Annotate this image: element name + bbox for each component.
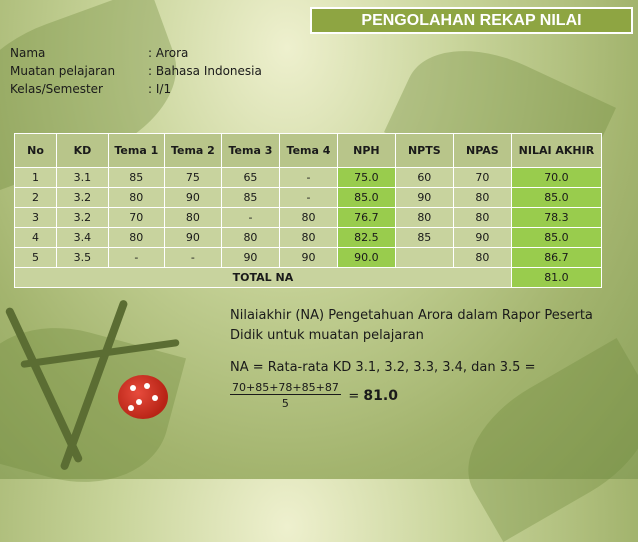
table-cell: 80 [452, 207, 512, 228]
table-cell: 80 [220, 227, 280, 248]
equals-sign: = [348, 388, 360, 404]
table-cell: 70 [107, 207, 165, 228]
table-cell: 78.3 [510, 207, 603, 228]
info-value: : I/1 [148, 82, 172, 96]
table-cell: - [278, 167, 338, 188]
table-cell: 85.0 [510, 227, 603, 248]
table-cell: 80 [107, 187, 165, 208]
table-cell: - [220, 207, 280, 228]
table-cell: 2 [13, 187, 58, 208]
total-value: 81.0 [510, 267, 603, 288]
header-kd: KD [56, 133, 109, 168]
table-cell: 90 [220, 247, 280, 268]
note-text: Nilaiakhir (NA) Pengetahuan Arora dalam … [230, 306, 610, 378]
grade-table: No KD Tema 1 Tema 2 Tema 3 Tema 4 NPH NP… [13, 133, 603, 288]
table-cell: 3.5 [56, 247, 109, 268]
table-cell: 3.2 [56, 207, 109, 228]
table-cell: 76.7 [336, 207, 396, 228]
table-cell: 70 [452, 167, 512, 188]
table-cell: 85.0 [510, 187, 603, 208]
table-cell: - [163, 247, 222, 268]
header-tema2: Tema 2 [163, 133, 222, 168]
table-cell: 80 [278, 227, 338, 248]
total-row: TOTAL NA 81.0 [14, 267, 603, 288]
info-label: Nama [10, 46, 46, 60]
table-cell [394, 247, 454, 268]
fraction-denominator: 5 [281, 397, 289, 410]
student-info: Nama : Arora Muatan pelajaran : Bahasa Ind… [10, 44, 262, 98]
result-value: 81.0 [363, 387, 398, 404]
table-cell: 80 [278, 207, 338, 228]
info-row-subject: Muatan pelajaran : Bahasa Indonesia [10, 62, 262, 80]
table-cell: 75.0 [336, 167, 396, 188]
table-row: 1 3.1 85 75 65-75.0 60 70 70.0 [13, 167, 603, 188]
page-title: PENGOLAHAN REKAP NILAI [310, 7, 633, 34]
note-line: Nilaiakhir (NA) Pengetahuan Arora dalam … [230, 308, 593, 323]
table-cell: 80 [452, 187, 512, 208]
table-cell: 86.7 [510, 247, 603, 268]
header-tema4: Tema 4 [278, 133, 338, 168]
fraction-numerator: 70+85+78+85+87 [230, 381, 341, 395]
info-value: : Arora [148, 46, 189, 60]
header-tema3: Tema 3 [220, 133, 280, 168]
table-cell: 90 [394, 187, 454, 208]
table-cell: 4 [13, 227, 58, 248]
table-cell: 85 [394, 227, 454, 248]
table-cell: 80 [394, 207, 454, 228]
ladybug-image [118, 375, 168, 419]
table-cell: 85.0 [336, 187, 396, 208]
header-npas: NPAS [452, 133, 512, 168]
table-header-row: No KD Tema 1 Tema 2 Tema 3 Tema 4 NPH NP… [13, 133, 603, 168]
table-cell: - [278, 187, 338, 208]
info-row-name: Nama : Arora [10, 44, 262, 62]
table-cell: 3 [13, 207, 58, 228]
info-row-class: Kelas/Semester : I/1 [10, 80, 262, 98]
table-row: 2 3.2 80 90 85-85.0 90 80 85.0 [13, 187, 603, 208]
table-row: 4 3.4 80 90 80 80 82.5 85 90 85.0 [13, 227, 603, 248]
table-cell: 60 [394, 167, 454, 188]
formula-result: = 81.0 [348, 388, 398, 404]
table-cell: 70.0 [510, 167, 603, 188]
table-cell: 90 [278, 247, 338, 268]
header-nph: NPH [336, 133, 396, 168]
table-cell: 65 [220, 167, 280, 188]
table-cell: 80 [107, 227, 165, 248]
fraction: 70+85+78+85+87 5 [230, 381, 341, 410]
note-line: Didik untuk muatan pelajaran [230, 328, 424, 343]
table-cell: - [107, 247, 165, 268]
table-cell: 3.2 [56, 187, 109, 208]
table-cell: 3.4 [56, 227, 109, 248]
info-label: Muatan pelajaran [10, 64, 116, 78]
table-cell: 85 [220, 187, 280, 208]
table-cell: 90 [163, 187, 222, 208]
table-row: 5 3.5- -90 90 90.0 80 86.7 [13, 247, 603, 268]
header-nilai-akhir: NILAI AKHIR [510, 133, 603, 168]
total-label: TOTAL NA [14, 267, 512, 288]
header-tema1: Tema 1 [107, 133, 165, 168]
table-cell: 3.1 [56, 167, 109, 188]
info-label: Kelas/Semester [10, 82, 103, 96]
table-cell: 1 [13, 167, 58, 188]
table-cell: 75 [163, 167, 222, 188]
table-cell: 80 [163, 207, 222, 228]
table-cell: 5 [13, 247, 58, 268]
formula: 70+85+78+85+87 5 = 81.0 [230, 381, 398, 410]
table-cell: 80 [452, 247, 512, 268]
formula-text: NA = Rata-rata KD 3.1, 3.2, 3.3, 3.4, da… [230, 360, 536, 375]
table-cell: 90.0 [336, 247, 396, 268]
table-cell: 90 [163, 227, 222, 248]
table-cell: 85 [107, 167, 165, 188]
table-cell: 82.5 [336, 227, 396, 248]
info-value: : Bahasa Indonesia [148, 64, 262, 78]
header-no: No [13, 133, 58, 168]
table-row: 3 3.2 70 80-80 76.7 80 80 78.3 [13, 207, 603, 228]
header-npts: NPTS [394, 133, 454, 168]
table-cell: 90 [452, 227, 512, 248]
